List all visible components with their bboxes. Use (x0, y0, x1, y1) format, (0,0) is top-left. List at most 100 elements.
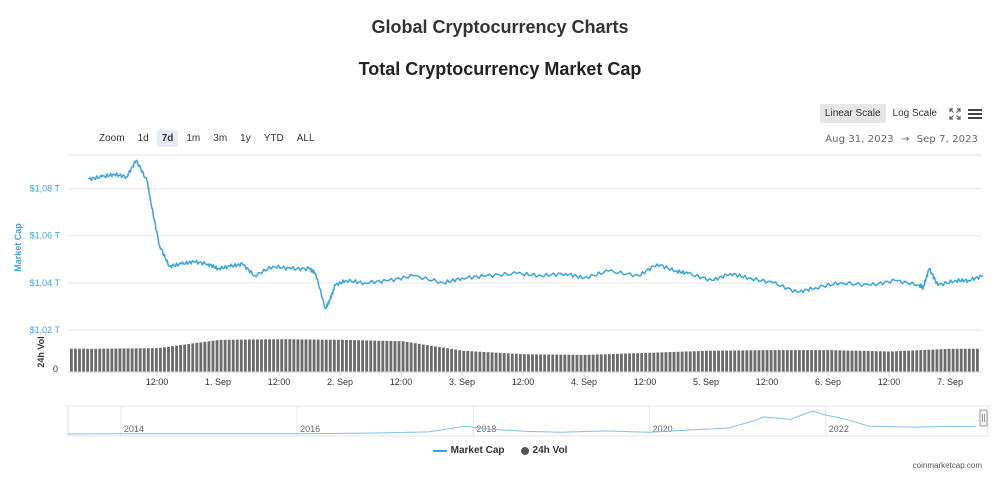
navigator-handle[interactable] (979, 409, 988, 427)
volume-bar (971, 348, 975, 372)
volume-bar (814, 350, 818, 372)
volume-bar (276, 339, 280, 372)
volume-bar (745, 350, 749, 372)
volume-bar (717, 350, 720, 372)
fullscreen-icon[interactable] (948, 107, 962, 121)
volume-bar (652, 352, 656, 372)
volume-bar (175, 345, 178, 372)
volume-bar (793, 350, 797, 372)
volume-bar (78, 348, 81, 372)
volume-bar (405, 341, 409, 372)
volume-bar (264, 339, 267, 372)
volume-bar (514, 353, 518, 372)
log-scale-button[interactable]: Log Scale (892, 108, 937, 119)
volume-bar (247, 339, 251, 372)
zoom-3m-button[interactable]: 3m (213, 133, 228, 144)
x-tick-label: 7. Sep (937, 377, 963, 387)
volume-bar (231, 339, 235, 372)
volume-bar (826, 350, 830, 372)
volume-bar (583, 354, 587, 372)
volume-bar (320, 339, 324, 372)
volume-bar (450, 348, 454, 372)
volume-bar (195, 342, 199, 372)
volume-bar (591, 354, 595, 372)
zoom-all-button[interactable]: ALL (296, 133, 315, 144)
volume-bar (725, 350, 729, 372)
legend-item-market-cap[interactable]: Market Cap (432, 445, 505, 456)
volume-bar (672, 351, 676, 372)
volume-bar (369, 340, 373, 372)
volume-bar (510, 353, 514, 372)
navigator-line (67, 410, 976, 435)
volume-bar (470, 351, 474, 372)
volume-bar (676, 351, 680, 372)
y-axis-title: Market Cap (13, 223, 23, 272)
volume-bar (595, 354, 599, 372)
volume-bar (102, 348, 106, 372)
volume-bar (106, 348, 110, 372)
volume-bar (729, 350, 733, 372)
volume-bar (757, 350, 761, 372)
volume-bar (462, 350, 466, 372)
x-tick-label: 12:00 (146, 377, 169, 387)
volume-bar (931, 349, 935, 372)
linear-scale-button[interactable]: Linear Scale (819, 104, 886, 123)
volume-bar (365, 340, 369, 372)
date-to[interactable]: Sep 7, 2023 (916, 134, 978, 145)
volume-bar (280, 339, 284, 372)
volume-bar (915, 350, 919, 372)
menu-icon[interactable] (968, 107, 982, 121)
volume-bar (939, 349, 943, 372)
volume-bar (74, 348, 77, 372)
zoom-1d-button[interactable]: 1d (137, 133, 149, 144)
volume-bar (943, 349, 947, 372)
market-cap-line[interactable] (88, 159, 984, 310)
volume-bar (571, 354, 575, 372)
x-tick-label: 12:00 (756, 377, 779, 387)
legend-label-market-cap: Market Cap (450, 445, 505, 456)
volume-bar (866, 350, 870, 372)
volume-bar (421, 344, 425, 372)
volume-bar (171, 346, 174, 372)
volume-bar (886, 351, 890, 372)
volume-bar (167, 346, 170, 372)
volume-bar (284, 339, 288, 372)
volume-bar (70, 348, 73, 372)
volume-bar (90, 348, 94, 372)
volume-bar (86, 348, 90, 372)
volume-bar (292, 339, 296, 372)
volume-bar (126, 348, 130, 372)
volume-bar (211, 340, 215, 372)
legend-item-volume[interactable]: 24h Vol (520, 445, 568, 456)
legend-label-volume: 24h Vol (532, 445, 568, 456)
zoom-ytd-button[interactable]: YTD (263, 133, 284, 144)
zoom-1m-button[interactable]: 1m (186, 133, 201, 144)
volume-bar (551, 354, 555, 372)
volume-bar (555, 354, 559, 372)
volume-bar (535, 354, 538, 372)
date-from[interactable]: Aug 31, 2023 (825, 134, 894, 145)
volume-bar (324, 339, 328, 372)
volume-bar (454, 349, 458, 372)
volume-bar (429, 345, 433, 372)
volume-bar (959, 348, 963, 372)
zoom-1y-button[interactable]: 1y (240, 133, 251, 144)
volume-bar (543, 354, 547, 372)
volume-bar (587, 354, 591, 372)
volume-bar (636, 353, 640, 372)
volume-bar (624, 353, 627, 372)
volume-bar (401, 341, 405, 372)
volume-bar (741, 350, 745, 372)
volume-bar (575, 354, 579, 372)
zoom-7d-button[interactable]: 7d (156, 130, 179, 147)
volume-bar (664, 352, 668, 372)
scale-toolbar: Linear Scale Log Scale (818, 104, 982, 123)
volume-bar (118, 348, 122, 372)
volume-bar (704, 350, 708, 372)
volume-bar (563, 354, 567, 372)
volume-bar (207, 341, 211, 372)
volume-bar (332, 339, 336, 372)
volume-bar (911, 350, 915, 372)
volume-bar (963, 348, 967, 372)
